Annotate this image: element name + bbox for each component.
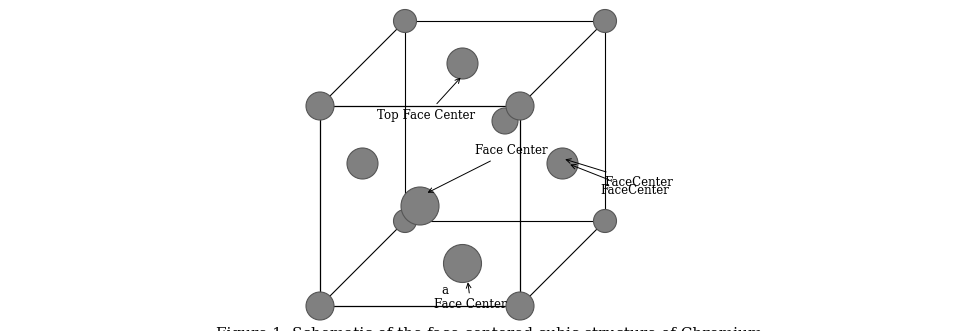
Text: Top Face Center: Top Face Center: [378, 78, 475, 121]
Text: a: a: [441, 284, 448, 297]
Circle shape: [306, 92, 333, 120]
Circle shape: [306, 292, 333, 320]
Circle shape: [443, 245, 481, 282]
Circle shape: [593, 10, 616, 32]
Text: FaceCenter: FaceCenter: [565, 159, 673, 188]
Circle shape: [547, 148, 577, 179]
Circle shape: [393, 10, 416, 32]
Circle shape: [506, 292, 533, 320]
Circle shape: [447, 48, 477, 79]
Circle shape: [346, 148, 378, 179]
Circle shape: [492, 108, 517, 134]
Circle shape: [401, 187, 438, 225]
Circle shape: [393, 210, 416, 232]
Text: Figure 1: Schematic of the face-centered cubic structure of Chromium: Figure 1: Schematic of the face-centered…: [216, 327, 762, 331]
Text: Face Center: Face Center: [428, 144, 547, 192]
Text: Face Center: Face Center: [434, 283, 507, 311]
Circle shape: [593, 210, 616, 232]
Circle shape: [506, 92, 533, 120]
Text: FaceCenter: FaceCenter: [570, 165, 669, 197]
